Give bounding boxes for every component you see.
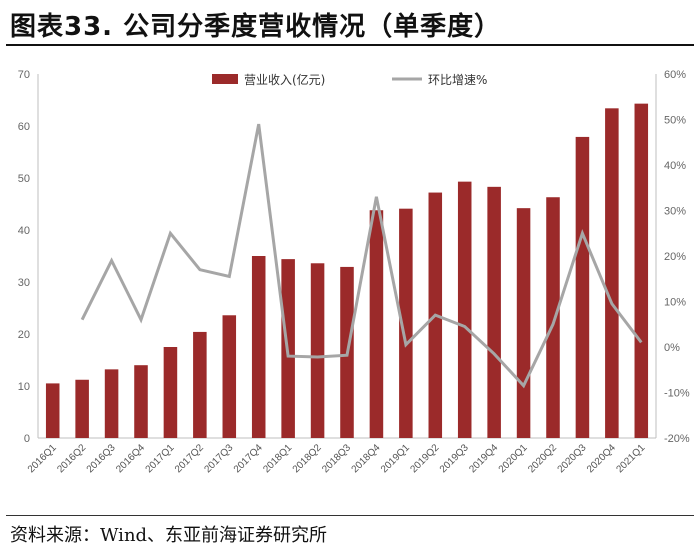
x-tick-label: 2018Q1 — [261, 442, 294, 475]
title-divider — [6, 44, 694, 46]
revenue-bar — [193, 331, 207, 438]
y-right-tick-label: 10% — [664, 297, 686, 309]
x-tick-label: 2020Q3 — [556, 442, 589, 475]
x-tick-label: 2018Q2 — [291, 442, 324, 475]
revenue-bar — [75, 379, 89, 438]
y-left-tick-label: 0 — [24, 433, 30, 445]
revenue-bar — [605, 108, 619, 438]
source-note: 资料来源：Wind、东亚前海证券研究所 — [10, 525, 328, 546]
y-left-tick-label: 40 — [18, 225, 30, 237]
page-title: 图表33. 公司分季度营收情况（单季度） — [10, 12, 502, 42]
footer-divider — [6, 515, 694, 516]
y-left-tick-label: 50 — [18, 173, 30, 185]
revenue-bar — [134, 365, 148, 438]
x-tick-label: 2016Q3 — [85, 442, 118, 475]
y-right-tick-label: 50% — [664, 115, 686, 127]
y-left-tick-label: 60 — [18, 121, 30, 133]
x-tick-label: 2018Q4 — [350, 442, 383, 475]
x-tick-label: 2020Q2 — [526, 442, 559, 475]
revenue-bar — [516, 208, 531, 438]
y-left-tick-label: 30 — [18, 277, 30, 289]
y-left-tick-label: 70 — [18, 69, 30, 81]
revenue-bar — [457, 181, 472, 438]
revenue-bar — [546, 197, 560, 438]
revenue-bar — [163, 347, 178, 438]
qoq-growth-line — [80, 123, 643, 389]
x-tick-label: 2017Q3 — [202, 442, 235, 475]
x-tick-label: 2016Q4 — [114, 442, 147, 475]
x-tick-label: 2019Q1 — [379, 442, 412, 475]
revenue-bar — [575, 136, 590, 439]
y-left-tick-label: 20 — [18, 329, 30, 341]
x-tick-label: 2016Q2 — [55, 442, 88, 475]
y-right-tick-label: 0% — [664, 342, 680, 354]
x-tick-label: 2020Q4 — [585, 442, 618, 475]
x-tick-label: 2021Q1 — [614, 442, 647, 475]
x-tick-label: 2017Q1 — [144, 442, 177, 475]
y-right-tick-label: 20% — [664, 251, 686, 263]
y-right-tick-label: 30% — [664, 206, 686, 218]
revenue-bar — [251, 256, 266, 438]
revenue-bar — [104, 369, 119, 438]
revenue-bar — [310, 263, 325, 438]
revenue-bar — [369, 210, 384, 438]
x-tick-label: 2019Q2 — [408, 442, 441, 475]
revenue-bar — [399, 208, 413, 438]
y-right-tick-label: -10% — [664, 388, 690, 400]
x-tick-label: 2017Q2 — [173, 442, 206, 475]
x-tick-label: 2020Q1 — [497, 442, 530, 475]
revenue-chart: 0 10 20 30 40 50 60 70 -20% -10% 0% 10% 20% 30% 40% 50%… — [18, 69, 690, 475]
legend-line-label: 环比增速% — [428, 73, 487, 87]
revenue-bar — [634, 103, 649, 438]
x-tick-label: 2017Q4 — [232, 442, 265, 475]
y-right-tick-label: 60% — [664, 69, 686, 81]
legend-bar-swatch — [212, 74, 238, 84]
revenue-bar — [45, 383, 60, 438]
x-tick-label: 2019Q3 — [438, 442, 471, 475]
legend-bar-label: 营业收入(亿元) — [244, 72, 325, 87]
x-tick-label: 2018Q3 — [320, 442, 353, 475]
y-right-tick-label: 40% — [664, 160, 686, 172]
revenue-bar — [222, 315, 237, 438]
y-right-tick-label: -20% — [664, 433, 690, 445]
x-tick-label: 2016Q1 — [26, 442, 59, 475]
revenue-bar — [487, 186, 501, 438]
x-tick-label: 2019Q4 — [467, 442, 500, 475]
y-left-tick-label: 10 — [18, 381, 30, 393]
